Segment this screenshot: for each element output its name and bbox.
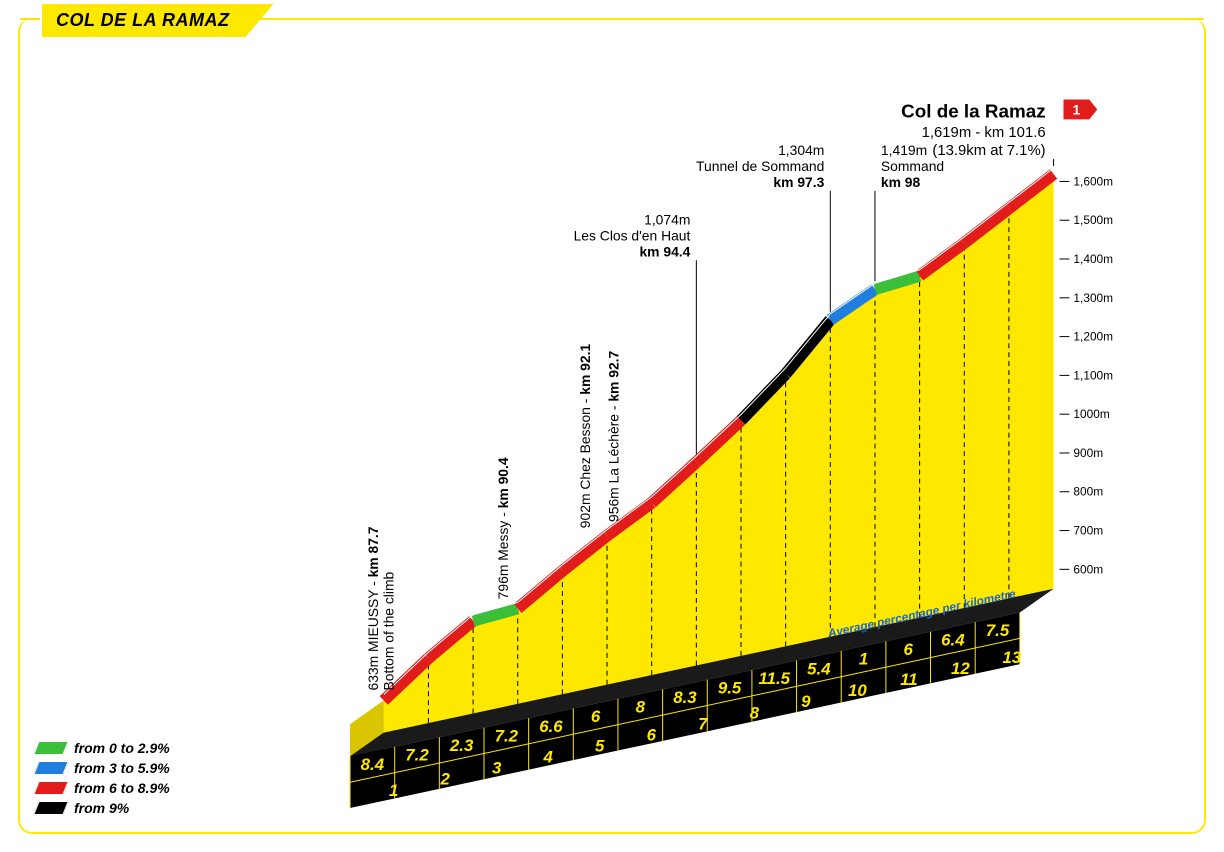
summit-sub2: (13.9km at 7.1%): [932, 143, 1045, 159]
gradient-value: 2.3: [449, 736, 474, 755]
poi-vertical: 633m MIEUSSY - km 87.7Bottom of the clim…: [365, 526, 397, 690]
alt-tick-label: 1000m: [1073, 407, 1109, 421]
km-value: 10: [848, 681, 867, 700]
poi-line: Les Clos d'en Haut: [574, 227, 691, 243]
alt-tick-label: 1,100m: [1073, 368, 1113, 382]
km-value: 4: [543, 748, 554, 767]
legend-swatch: [33, 761, 69, 775]
legend-swatch: [33, 781, 69, 795]
gradient-value: 7.2: [495, 726, 519, 745]
svg-text:956m La Léchère - km 92.7: 956m La Léchère - km 92.7: [606, 350, 622, 522]
gradient-value: 6.4: [941, 631, 965, 650]
alt-tick-label: 1,500m: [1073, 213, 1113, 227]
poi-line: 1,074m: [644, 212, 690, 228]
km-value: 2: [439, 770, 450, 789]
gradient-value: 6.6: [539, 717, 563, 736]
alt-tick-label: 1,200m: [1073, 330, 1113, 344]
km-value: 6: [647, 725, 657, 744]
km-value: 7: [698, 714, 709, 733]
svg-text:796m Messy - km 90.4: 796m Messy - km 90.4: [495, 457, 511, 599]
svg-text:Bottom of the climb: Bottom of the climb: [381, 571, 397, 690]
alt-tick-label: 1,600m: [1073, 174, 1113, 188]
km-value: 12: [951, 659, 970, 678]
gradient-value: 7.2: [405, 746, 429, 765]
legend-row: from 3 to 5.9%: [36, 760, 170, 776]
gradient-value: 1: [859, 650, 868, 669]
legend-swatch: [33, 801, 69, 815]
alt-tick-label: 600m: [1073, 562, 1103, 576]
legend-label: from 0 to 2.9%: [74, 740, 170, 756]
gradient-value: 9.5: [718, 678, 742, 697]
poi-line: 1,304m: [778, 142, 824, 158]
km-value: 11: [900, 670, 918, 689]
km-value: 9: [801, 692, 811, 711]
poi-km: km 94.4: [639, 243, 690, 259]
alt-tick-label: 1,300m: [1073, 291, 1113, 305]
category-badge: [1064, 100, 1098, 120]
gradient-value: 6: [904, 640, 914, 659]
elevation-profile-svg: 8.47.22.37.26.6688.39.511.55.4166.47.512…: [40, 38, 1184, 812]
km-value: 5: [595, 737, 605, 756]
alt-tick-label: 900m: [1073, 446, 1103, 460]
legend-label: from 6 to 8.9%: [74, 780, 170, 796]
summit-sub1: 1,619m - km 101.6: [922, 125, 1046, 141]
poi-line: Sommand: [881, 158, 944, 174]
svg-text:633m MIEUSSY - km 87.7: 633m MIEUSSY - km 87.7: [365, 526, 381, 690]
legend-label: from 3 to 5.9%: [74, 760, 170, 776]
legend-row: from 9%: [36, 800, 170, 816]
poi-km: km 98: [881, 174, 921, 190]
alt-tick-label: 800m: [1073, 485, 1103, 499]
alt-tick-label: 700m: [1073, 524, 1103, 538]
gradient-value: 5.4: [807, 659, 831, 678]
km-value: 8: [750, 703, 760, 722]
svg-text:902m Chez Besson - km 92.1: 902m Chez Besson - km 92.1: [577, 344, 593, 529]
gradient-value: 8.3: [673, 688, 697, 707]
gradient-value: 8.4: [361, 755, 385, 774]
summit-name: Col de la Ramaz: [901, 100, 1046, 121]
legend-row: from 0 to 2.9%: [36, 740, 170, 756]
gradient-value: 6: [591, 707, 601, 726]
gradient-value: 7.5: [986, 621, 1010, 640]
chart-stage: 8.47.22.37.26.6688.39.511.55.4166.47.512…: [40, 38, 1184, 812]
legend-row: from 6 to 8.9%: [36, 780, 170, 796]
poi-line: 1,419m: [881, 142, 927, 158]
km-value: 3: [492, 759, 502, 778]
category-badge-text: 1: [1073, 101, 1081, 117]
poi-vertical: 902m Chez Besson - km 92.1: [577, 344, 593, 529]
legend-label: from 9%: [74, 800, 129, 816]
legend: from 0 to 2.9% from 3 to 5.9% from 6 to 8.…: [36, 736, 170, 816]
chart-title: COL DE LA RAMAZ: [42, 4, 274, 37]
km-value: 1: [389, 781, 398, 800]
alt-tick-label: 1,400m: [1073, 252, 1113, 266]
gradient-value: 8: [636, 698, 646, 717]
chart-frame: COL DE LA RAMAZ 8.47.22.37.26.6688.39.51…: [18, 18, 1206, 834]
poi-vertical: 796m Messy - km 90.4: [495, 457, 511, 599]
km-value: 13: [1003, 648, 1022, 667]
gradient-value: 11.5: [758, 669, 790, 688]
poi-vertical: 956m La Léchère - km 92.7: [606, 350, 622, 522]
poi-line: Tunnel de Sommand: [696, 158, 824, 174]
legend-swatch: [33, 741, 69, 755]
poi-km: km 97.3: [773, 174, 824, 190]
